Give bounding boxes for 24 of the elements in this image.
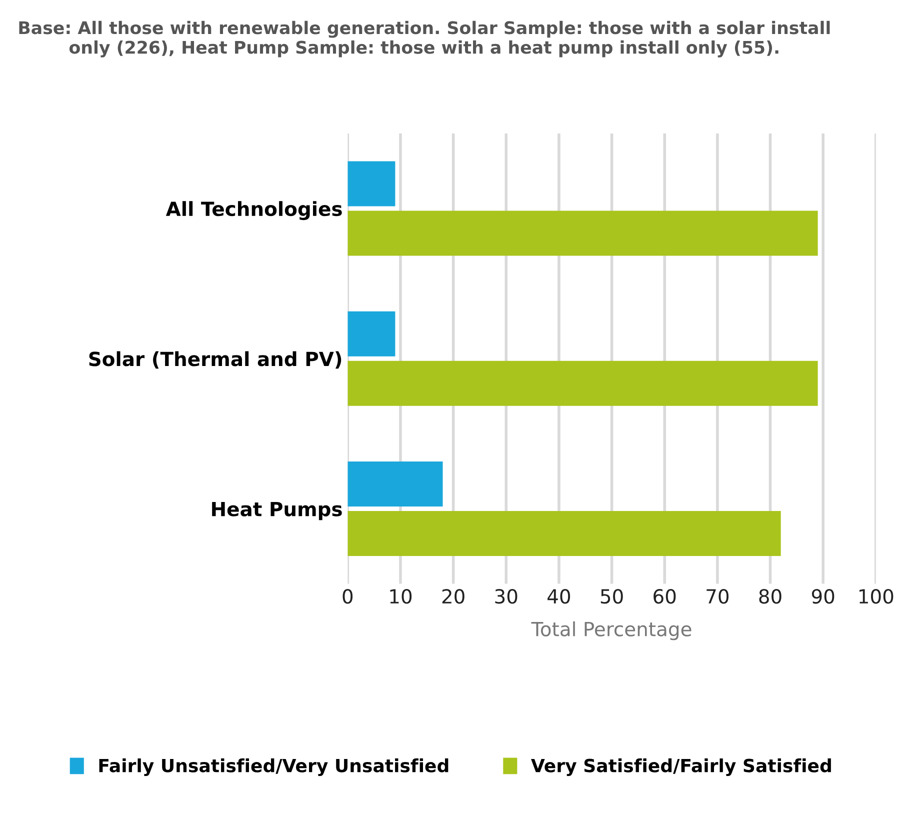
bar	[348, 461, 443, 506]
x-tick-label: 100	[859, 589, 894, 604]
x-axis-title: Total Percentage	[531, 621, 692, 640]
x-tick-label: 50	[600, 589, 623, 604]
x-tick-label: 0	[342, 589, 353, 604]
x-tick-label: 40	[548, 589, 570, 604]
bar	[348, 360, 818, 406]
legend-label: Fairly Unsatisfied/Very Unsatisfied	[99, 758, 448, 776]
bar	[348, 161, 396, 206]
x-tick-label: 70	[706, 589, 729, 604]
y-tick-label: Solar (Thermal and PV)	[89, 351, 342, 369]
chart-title: Base: All those with renewable generation. Solar Sample: those with a solar install only (226), Heat Pump Sample: those with a heat pump install only (55).	[19, 20, 830, 58]
x-tick-label: 90	[812, 589, 834, 604]
bar	[348, 510, 781, 556]
y-tick-label: All Technologies	[166, 201, 342, 220]
x-tick-label: 20	[442, 589, 464, 604]
bar	[348, 311, 396, 356]
bar	[348, 210, 818, 256]
x-tick-label: 60	[654, 589, 676, 604]
x-tick-label: 10	[390, 589, 412, 604]
x-tick-label: 30	[495, 589, 518, 604]
y-tick-label: Heat Pumps	[212, 502, 342, 520]
legend-label: Very Satisfied/Fairly Satisfied	[531, 758, 831, 776]
x-tick-label: 80	[759, 589, 782, 604]
